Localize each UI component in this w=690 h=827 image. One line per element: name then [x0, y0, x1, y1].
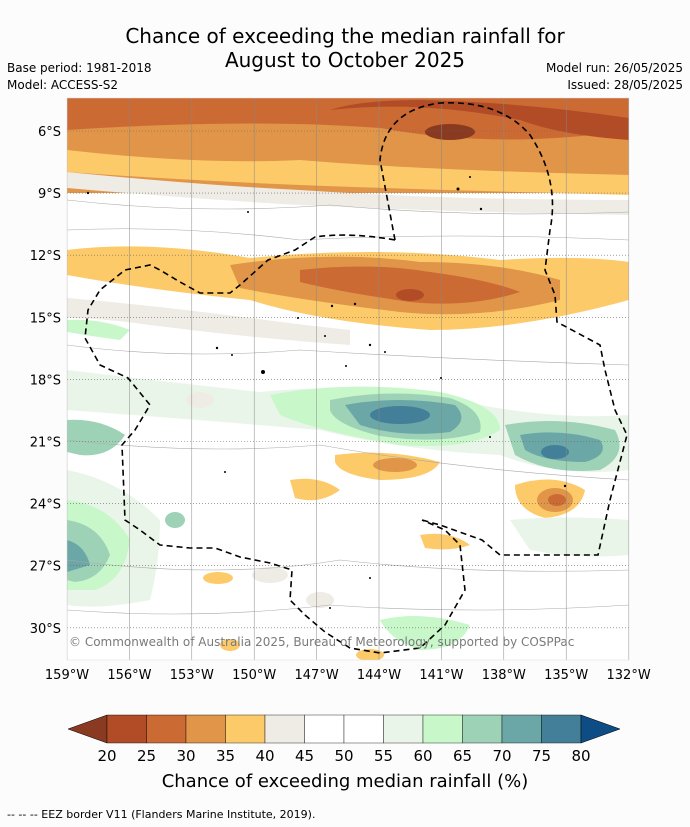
- colorbar: [67, 714, 621, 744]
- colorbar-tick: 75: [532, 747, 551, 765]
- colorbar-swatch: [106, 714, 147, 744]
- colorbar-tick: 20: [97, 747, 116, 765]
- lon-label: 150°W: [232, 668, 276, 683]
- colorbar-swatch: [501, 714, 542, 744]
- colorbar-tick: 40: [255, 747, 274, 765]
- colorbar-tick: 60: [413, 747, 432, 765]
- lon-label: 144°W: [357, 668, 401, 683]
- colorbar-swatch: [422, 714, 463, 744]
- meta-left: Base period: 1981-2018 Model: ACCESS-S2: [7, 60, 152, 94]
- colorbar-swatch: [462, 714, 503, 744]
- colorbar-swatch: [304, 714, 345, 744]
- islands: [86, 176, 567, 609]
- colorbar-swatch: [383, 714, 424, 744]
- colorbar-swatch: [343, 714, 384, 744]
- model-run: Model run: 26/05/2025: [545, 61, 683, 75]
- colorbar-swatch: [146, 714, 187, 744]
- latitude-labels: 6°S 9°S 12°S 15°S 18°S 21°S 24°S 27°S 30°S: [30, 125, 61, 637]
- eez-legend-note: -- -- -- EEZ border V11 (Flanders Marine…: [7, 808, 316, 821]
- lat-label: 24°S: [30, 498, 61, 513]
- lat-label: 6°S: [38, 125, 61, 140]
- lat-label: 9°S: [38, 187, 61, 202]
- colorbar-tick: 30: [176, 747, 195, 765]
- copyright-notice: © Commonwealth of Australia 2025, Bureau…: [69, 635, 574, 649]
- title-line-2: August to October 2025: [224, 48, 466, 72]
- lon-label: 138°W: [482, 668, 526, 683]
- lat-label: 21°S: [30, 436, 61, 451]
- colorbar-tick: 65: [453, 747, 472, 765]
- colorbar-high-extension: [580, 714, 621, 744]
- lat-label: 18°S: [30, 373, 61, 388]
- colorbar-tick: 45: [295, 747, 314, 765]
- colorbar-tick: 50: [334, 747, 353, 765]
- colorbar-tick: 80: [571, 747, 590, 765]
- colorbar-swatch: [541, 714, 582, 744]
- eez-border: [84, 101, 628, 654]
- longitude-labels: 159°W 156°W 153°W 150°W 147°W 144°W 141°W 138°W…: [45, 668, 651, 683]
- base-period: Base period: 1981-2018: [7, 61, 152, 75]
- model-name: Model: ACCESS-S2: [7, 78, 119, 92]
- lon-label: 159°W: [45, 668, 89, 683]
- colorbar-low-extension: [67, 714, 108, 744]
- colorbar-label: Chance of exceeding median rainfall (%): [161, 771, 529, 792]
- lon-label: 153°W: [170, 668, 214, 683]
- colorbar-swatch: [185, 714, 226, 744]
- rainfall-field: © Commonwealth of Australia 2025, Bureau…: [67, 98, 629, 660]
- lon-label: 156°W: [107, 668, 151, 683]
- lat-label: 30°S: [30, 622, 61, 637]
- lat-label: 27°S: [30, 560, 61, 575]
- colorbar-tick-labels: 20 25 30 35 40 45 50 55 60 65 70 75 80: [97, 747, 590, 765]
- colorbar-tick: 25: [137, 747, 156, 765]
- lat-label: 15°S: [30, 311, 61, 326]
- colorbar-tick: 70: [492, 747, 511, 765]
- meta-right: Model run: 26/05/2025 Issued: 28/05/2025: [546, 60, 683, 94]
- title-line-1: Chance of exceeding the median rainfall …: [125, 24, 565, 48]
- colorbar-swatch: [225, 714, 266, 744]
- lat-label: 12°S: [30, 249, 61, 264]
- map-title: Chance of exceeding the median rainfall …: [0, 24, 690, 72]
- colorbar-tick: 35: [216, 747, 235, 765]
- lon-label: 141°W: [419, 668, 463, 683]
- issued-date: Issued: 28/05/2025: [567, 78, 683, 92]
- lon-label: 132°W: [607, 668, 651, 683]
- colorbar-tick: 55: [374, 747, 393, 765]
- colorbar-swatch: [264, 714, 305, 744]
- lon-label: 147°W: [295, 668, 339, 683]
- lon-label: 135°W: [544, 668, 588, 683]
